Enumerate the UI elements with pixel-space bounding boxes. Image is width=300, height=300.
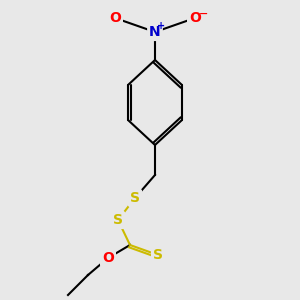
Text: S: S bbox=[130, 191, 140, 205]
Text: +: + bbox=[157, 21, 165, 31]
Text: N: N bbox=[149, 25, 161, 39]
Text: S: S bbox=[153, 248, 163, 262]
Text: S: S bbox=[113, 213, 123, 227]
Text: O: O bbox=[102, 251, 114, 265]
Text: −: − bbox=[199, 9, 209, 19]
Text: O: O bbox=[189, 11, 201, 25]
Text: O: O bbox=[109, 11, 121, 25]
